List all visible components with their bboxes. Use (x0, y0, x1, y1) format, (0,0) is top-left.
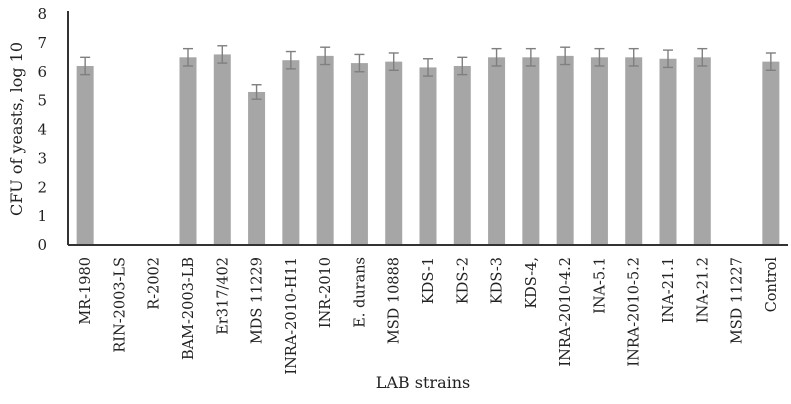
bar (625, 57, 643, 245)
x-tick-label: MDS 11229 (250, 257, 266, 344)
error-bar (423, 58, 433, 77)
x-tick-label: MSD 10888 (387, 257, 403, 344)
error-bar (354, 53, 365, 73)
x-tick-label: Control (764, 257, 780, 313)
bar (350, 63, 368, 246)
error-bar (491, 47, 502, 67)
error-bar (285, 50, 296, 70)
x-tick-label: Er317/402 (215, 257, 231, 335)
x-tick-label: MSD 11227 (730, 257, 746, 344)
error-bar (80, 56, 91, 76)
error-bar (217, 45, 228, 64)
error-bar (697, 47, 708, 67)
x-tick-label: INA-5.1 (592, 257, 608, 314)
bar (385, 61, 403, 245)
error-bars (80, 45, 776, 100)
error-bar (560, 46, 571, 66)
y-axis-ticks: 0 1 2 3 4 5 6 7 8 (37, 5, 47, 254)
x-tick-label: KDS-3 (490, 257, 506, 304)
x-tick-label: MR-1980 (78, 257, 94, 325)
y-tick-label: 3 (37, 149, 47, 167)
x-tick-label: INRA-2010-5.2 (627, 257, 643, 367)
y-tick-label: 7 (37, 34, 47, 52)
y-tick-label: 2 (37, 178, 47, 196)
x-tick-label: R-2002 (147, 257, 163, 310)
bar (282, 60, 300, 246)
bar (590, 57, 608, 245)
error-bar (525, 47, 536, 67)
x-tick-label: E. durans (352, 257, 368, 328)
bars (76, 54, 780, 246)
axes (67, 11, 788, 246)
bar (488, 57, 506, 245)
bar (316, 55, 334, 246)
x-tick-label: INA-21.2 (695, 257, 711, 323)
error-bar (388, 52, 399, 72)
x-axis-labels: MR-1980 RIN-2003-LS R-2002 BAM-2003-LB Er317… (78, 257, 780, 375)
y-tick-label: 1 (37, 207, 47, 225)
x-tick-label: INRA-2010-4.2 (558, 257, 574, 367)
x-tick-label: INRA-2010-H11 (284, 257, 300, 375)
bar (659, 58, 677, 245)
x-tick-label: KDS-2 (455, 257, 471, 304)
bar (213, 54, 231, 245)
y-tick-label: 0 (37, 236, 47, 254)
bar (556, 55, 574, 246)
y-tick-label: 8 (37, 5, 47, 23)
bar (453, 65, 471, 245)
bar (248, 91, 266, 246)
error-bar (183, 47, 193, 67)
error-bar (320, 46, 331, 66)
error-bar (628, 47, 639, 67)
y-tick-label: 5 (37, 92, 47, 110)
x-tick-label: BAM-2003-LB (181, 257, 197, 360)
bar (762, 61, 780, 245)
x-tick-label: INA-21.1 (661, 257, 677, 323)
bar (522, 57, 540, 245)
error-bar (765, 52, 776, 72)
x-tick-label: KDS-1 (421, 257, 437, 304)
x-axis-title: LAB strains (376, 373, 470, 392)
bar (179, 57, 197, 245)
bar (419, 67, 437, 245)
error-bar (251, 84, 262, 100)
y-axis-title: CFU of yeasts, log 10 (7, 42, 26, 216)
error-bar (663, 49, 673, 69)
x-tick-label: INR-2010 (318, 257, 334, 328)
y-tick-label: 4 (37, 121, 47, 139)
x-tick-label: KDS-4, (524, 257, 540, 309)
error-bar (457, 56, 468, 76)
error-bar (594, 47, 605, 67)
bar (693, 57, 711, 245)
y-tick-label: 6 (37, 63, 47, 81)
bar (76, 65, 94, 245)
x-tick-label: RIN-2003-LS (112, 257, 128, 353)
